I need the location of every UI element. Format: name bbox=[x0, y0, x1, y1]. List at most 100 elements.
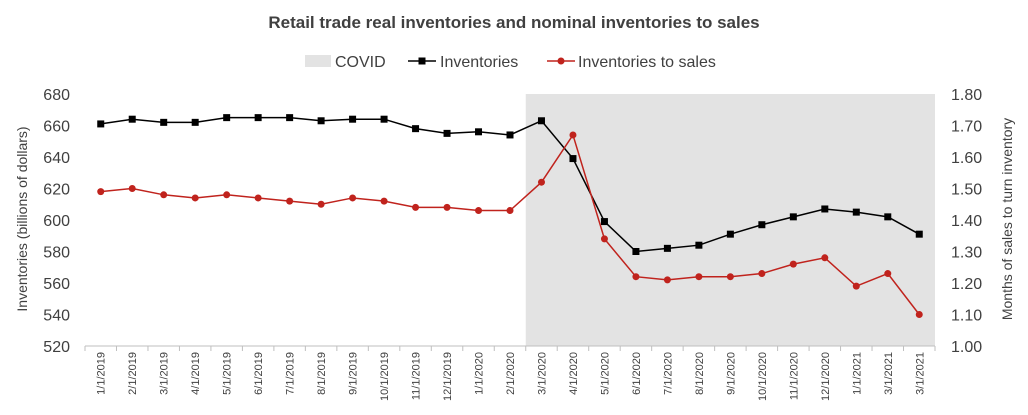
right-axis: 1.00 1.10 1.20 1.30 1.40 1.50 1.60 1.70 1.80 bbox=[951, 87, 982, 356]
x-tick-label: 1/1/2020 bbox=[474, 352, 486, 395]
inventories-to-sales-point bbox=[726, 273, 734, 281]
left-y-tick-label: 540 bbox=[43, 308, 70, 325]
inventories-point bbox=[695, 241, 703, 249]
x-tick-label: 1/1/2021 bbox=[851, 352, 863, 395]
left-y-tick-label: 620 bbox=[43, 182, 70, 199]
inventories-point bbox=[97, 120, 105, 128]
inventories-point bbox=[254, 114, 262, 122]
left-y-tick-label: 660 bbox=[43, 119, 70, 136]
x-tick-label: 7/1/2019 bbox=[285, 352, 297, 395]
right-y-tick-label: 1.60 bbox=[951, 150, 982, 167]
inventories-to-sales-point bbox=[475, 207, 483, 215]
inventories-to-sales-point bbox=[821, 254, 829, 262]
left-y-tick-label: 560 bbox=[43, 276, 70, 293]
inventories-point bbox=[852, 208, 860, 216]
inventories-point bbox=[160, 118, 168, 126]
inventories-to-sales-point bbox=[412, 203, 420, 211]
left-axis: 520 540 560 580 600 620 640 660 680 bbox=[43, 87, 70, 356]
legend-covid-label: COVID bbox=[335, 54, 386, 71]
inventories-point bbox=[317, 117, 325, 125]
legend-inventories-marker bbox=[418, 57, 426, 65]
legend-inventories-to-sales-label: Inventories to sales bbox=[578, 54, 716, 71]
legend-inventories-to-sales-marker bbox=[557, 57, 565, 65]
inventories-to-sales-point bbox=[254, 194, 262, 202]
x-tick-label: 5/1/2020 bbox=[599, 352, 611, 395]
inventories-to-sales-point bbox=[537, 178, 545, 186]
right-y-tick-label: 1.30 bbox=[951, 245, 982, 262]
inventories-to-sales-point bbox=[789, 260, 797, 268]
inventories-to-sales-point bbox=[380, 197, 388, 205]
inventories-to-sales-point bbox=[349, 194, 357, 202]
inventories-to-sales-point bbox=[506, 207, 514, 215]
x-tick-label: 12/1/2019 bbox=[442, 352, 454, 401]
covid-layer bbox=[525, 94, 935, 346]
inventories-point bbox=[600, 218, 608, 226]
legend: COVID Inventories Inventories to sales bbox=[305, 54, 716, 71]
x-tick-label: 8/1/2020 bbox=[694, 352, 706, 395]
inventories-to-sales-point bbox=[191, 194, 199, 202]
inventories-to-sales-point bbox=[286, 197, 294, 205]
inventories-point bbox=[726, 230, 734, 238]
inventories-point bbox=[915, 230, 923, 238]
chart-title: Retail trade real inventories and nomina… bbox=[268, 13, 759, 32]
inventories-point bbox=[191, 118, 199, 126]
x-tick-label: 4/1/2020 bbox=[568, 352, 580, 395]
inventories-point bbox=[286, 114, 294, 122]
inventories-to-sales-point bbox=[663, 276, 671, 284]
inventories-point bbox=[884, 213, 892, 221]
x-tick-label: 1/1/2019 bbox=[96, 352, 108, 395]
inventories-to-sales-point bbox=[758, 270, 766, 278]
x-tick-label: 11/1/2020 bbox=[788, 352, 800, 400]
x-tick-label: 2/1/2020 bbox=[505, 352, 517, 395]
left-y-tick-label: 520 bbox=[43, 339, 70, 356]
x-tick-label: 3/1/2021 bbox=[883, 352, 895, 395]
x-tick-label: 7/1/2020 bbox=[662, 352, 674, 395]
inventories-point bbox=[475, 128, 483, 136]
inventories-point bbox=[128, 115, 136, 123]
inventories-point bbox=[223, 114, 231, 122]
left-y-tick-label: 640 bbox=[43, 150, 70, 167]
inventories-point bbox=[821, 205, 829, 213]
inventories-to-sales-point bbox=[160, 191, 168, 199]
right-y-tick-label: 1.10 bbox=[951, 308, 982, 325]
x-tick-label: 11/1/2019 bbox=[411, 352, 423, 400]
inventories-to-sales-point bbox=[569, 131, 577, 139]
inventories-to-sales-point bbox=[632, 273, 640, 281]
covid-shaded-region bbox=[525, 94, 935, 346]
inventories-to-sales-point bbox=[884, 270, 892, 278]
right-y-tick-label: 1.40 bbox=[951, 213, 982, 230]
x-tick-label: 10/1/2020 bbox=[757, 352, 769, 401]
inventories-to-sales-point bbox=[600, 235, 608, 243]
x-tick-label: 9/1/2019 bbox=[348, 352, 360, 395]
x-axis: 1/1/2019 2/1/2019 3/1/2019 4/1/2019 5/1/2019… bbox=[84, 345, 936, 401]
left-y-tick-label: 600 bbox=[43, 213, 70, 230]
right-y-tick-label: 1.20 bbox=[951, 276, 982, 293]
right-axis-title: Months of sales to turn inventory bbox=[999, 118, 1015, 320]
inventories-point bbox=[789, 213, 797, 221]
x-tick-label: 3/1/2019 bbox=[159, 352, 171, 395]
inventories-point bbox=[506, 131, 514, 139]
left-axis-title: Inventories (billions of dollars) bbox=[14, 126, 30, 311]
x-tick-label: 2/1/2019 bbox=[127, 352, 139, 395]
inventories-to-sales-point bbox=[317, 200, 325, 208]
inventories-to-sales-point bbox=[128, 185, 136, 192]
inventories-point bbox=[443, 129, 451, 137]
x-tick-label: 5/1/2019 bbox=[222, 352, 234, 395]
left-y-tick-label: 680 bbox=[43, 87, 70, 104]
inventories-to-sales-point bbox=[97, 188, 105, 196]
x-tick-label: 6/1/2019 bbox=[253, 352, 265, 395]
x-tick-label: 3/1/2021 bbox=[914, 352, 926, 395]
inventories-point bbox=[632, 248, 640, 255]
x-tick-label: 8/1/2019 bbox=[316, 352, 328, 395]
x-tick-label: 6/1/2020 bbox=[631, 352, 643, 395]
inventories-to-sales-point bbox=[915, 311, 923, 318]
x-tick-label: 9/1/2020 bbox=[725, 352, 737, 395]
x-tick-label: 4/1/2019 bbox=[190, 352, 202, 395]
inventories-point bbox=[569, 155, 577, 163]
x-tick-label: 3/1/2020 bbox=[536, 352, 548, 395]
right-y-tick-label: 1.00 bbox=[951, 339, 982, 356]
right-y-tick-label: 1.50 bbox=[951, 182, 982, 199]
inventories-to-sales-point bbox=[223, 191, 231, 199]
inventories-point bbox=[349, 115, 357, 123]
